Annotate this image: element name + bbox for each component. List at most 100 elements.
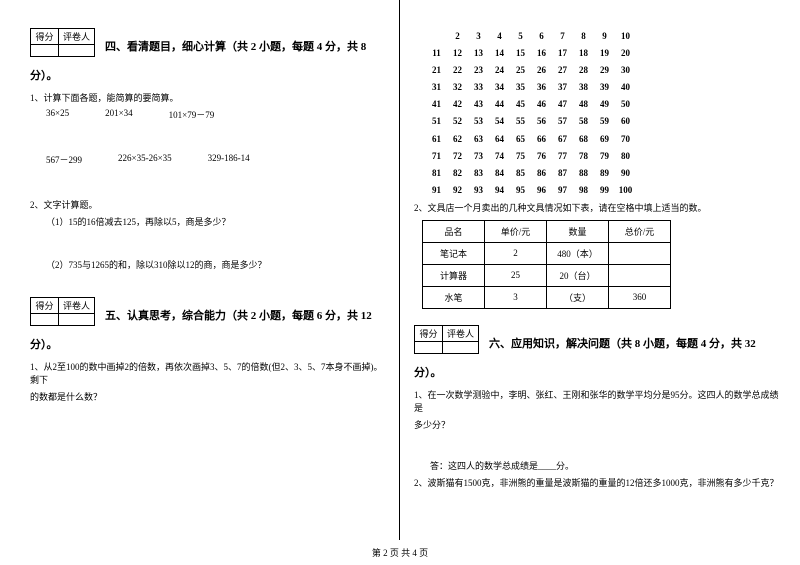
expr: 329-186-14 — [208, 153, 250, 166]
grid-number: 44 — [489, 96, 510, 113]
grid-number: 19 — [594, 45, 615, 62]
number-grid-row: 11121314151617181920 — [426, 45, 780, 62]
cell: 计算器 — [423, 264, 485, 286]
q6-1-answer: 答：这四人的数学总成绩是____分。 — [430, 459, 780, 472]
score-blank — [415, 341, 443, 353]
grid-number: 52 — [447, 113, 468, 130]
grid-number: 100 — [615, 182, 636, 199]
grader-blank — [59, 45, 95, 57]
grid-number: 77 — [552, 148, 573, 165]
grid-number: 95 — [510, 182, 531, 199]
grid-number: 26 — [531, 62, 552, 79]
cell: 25 — [485, 264, 547, 286]
grid-number: 83 — [468, 165, 489, 182]
score-box-5: 得分评卷人 — [30, 297, 95, 326]
grid-number: 76 — [531, 148, 552, 165]
th-name: 品名 — [423, 220, 485, 242]
left-column: 得分评卷人 四、看清题目，细心计算（共 2 小题，每题 4 分，共 8 分）。 … — [0, 0, 400, 540]
section-4-tail: 分）。 — [30, 67, 391, 83]
grader-blank — [59, 314, 95, 326]
number-grid-row: 51525354555657585960 — [426, 113, 780, 130]
cell: 3 — [485, 286, 547, 308]
grid-number: 8 — [573, 28, 594, 45]
grid-number: 16 — [531, 45, 552, 62]
grid-number: 2 — [447, 28, 468, 45]
grid-number: 56 — [531, 113, 552, 130]
grid-number: 96 — [531, 182, 552, 199]
grid-number: 18 — [573, 45, 594, 62]
expr: 101×79－79 — [169, 108, 215, 121]
number-grid-row: 71727374757677787980 — [426, 148, 780, 165]
cell: 20（台） — [547, 264, 609, 286]
section-4-title: 四、看清题目，细心计算（共 2 小题，每题 4 分，共 8 — [105, 38, 366, 54]
number-grid-row: 919293949596979899100 — [426, 182, 780, 199]
grid-number: 31 — [426, 79, 447, 96]
grid-number: 50 — [615, 96, 636, 113]
q5-1b: 的数都是什么数？ — [30, 390, 391, 403]
grid-number: 61 — [426, 131, 447, 148]
grid-number: 37 — [552, 79, 573, 96]
grid-number: 39 — [594, 79, 615, 96]
grid-number: 86 — [531, 165, 552, 182]
grid-number: 28 — [573, 62, 594, 79]
grid-number: 73 — [468, 148, 489, 165]
number-grid-row: 81828384858687888990 — [426, 165, 780, 182]
table-row: 笔记本 2 480（本） — [423, 242, 671, 264]
grid-number: 48 — [573, 96, 594, 113]
grid-number: 17 — [552, 45, 573, 62]
expr: 226×35-26×35 — [118, 153, 172, 166]
section-5-header: 得分评卷人 五、认真思考，综合能力（共 2 小题，每题 6 分，共 12 — [30, 297, 391, 330]
calc-row-1: 36×25 201×34 101×79－79 — [46, 108, 391, 121]
section-6-title: 六、应用知识，解决问题（共 8 小题，每题 4 分，共 32 — [489, 335, 756, 351]
cell: 水笔 — [423, 286, 485, 308]
grid-number: 64 — [489, 131, 510, 148]
right-column: 2345678910111213141516171819202122232425… — [400, 0, 800, 540]
grid-number: 70 — [615, 131, 636, 148]
section-6-header: 得分评卷人 六、应用知识，解决问题（共 8 小题，每题 4 分，共 32 — [414, 325, 780, 358]
grid-number: 32 — [447, 79, 468, 96]
q4-2b: （2）735与1265的和，除以310除以12的商，商是多少？ — [46, 258, 391, 271]
grid-number: 65 — [510, 131, 531, 148]
grid-number: 93 — [468, 182, 489, 199]
grid-number: 69 — [594, 131, 615, 148]
grid-number: 13 — [468, 45, 489, 62]
grid-number: 14 — [489, 45, 510, 62]
grid-number: 35 — [510, 79, 531, 96]
cell: （支） — [547, 286, 609, 308]
number-grid-row: 21222324252627282930 — [426, 62, 780, 79]
score-box-6: 得分评卷人 — [414, 325, 479, 354]
calc-row-2: 567－299 226×35-26×35 329-186-14 — [46, 153, 391, 166]
grid-number: 59 — [594, 113, 615, 130]
grid-number: 21 — [426, 62, 447, 79]
grid-number: 5 — [510, 28, 531, 45]
grid-number: 4 — [489, 28, 510, 45]
grid-number: 89 — [594, 165, 615, 182]
grader-label: 评卷人 — [59, 29, 95, 45]
score-box-4: 得分评卷人 — [30, 28, 95, 57]
cell — [609, 242, 671, 264]
grid-number: 62 — [447, 131, 468, 148]
cell: 2 — [485, 242, 547, 264]
grid-number: 51 — [426, 113, 447, 130]
grid-number: 33 — [468, 79, 489, 96]
grader-label: 评卷人 — [59, 298, 95, 314]
cell — [609, 264, 671, 286]
q-right-2: 2、文具店一个月卖出的几种文具情况如下表，请在空格中填上适当的数。 — [414, 201, 780, 214]
grid-number: 49 — [594, 96, 615, 113]
grid-number: 78 — [573, 148, 594, 165]
th-total: 总价/元 — [609, 220, 671, 242]
grid-number: 27 — [552, 62, 573, 79]
grid-number: 45 — [510, 96, 531, 113]
grid-number: 46 — [531, 96, 552, 113]
grid-number: 74 — [489, 148, 510, 165]
grid-number: 98 — [573, 182, 594, 199]
grid-number: 7 — [552, 28, 573, 45]
table-row: 水笔 3 （支） 360 — [423, 286, 671, 308]
expr: 36×25 — [46, 108, 69, 121]
section-5-title: 五、认真思考，综合能力（共 2 小题，每题 6 分，共 12 — [105, 307, 372, 323]
score-label: 得分 — [31, 29, 59, 45]
grid-number: 43 — [468, 96, 489, 113]
number-grid-row: 61626364656667686970 — [426, 131, 780, 148]
th-price: 单价/元 — [485, 220, 547, 242]
grid-number: 29 — [594, 62, 615, 79]
